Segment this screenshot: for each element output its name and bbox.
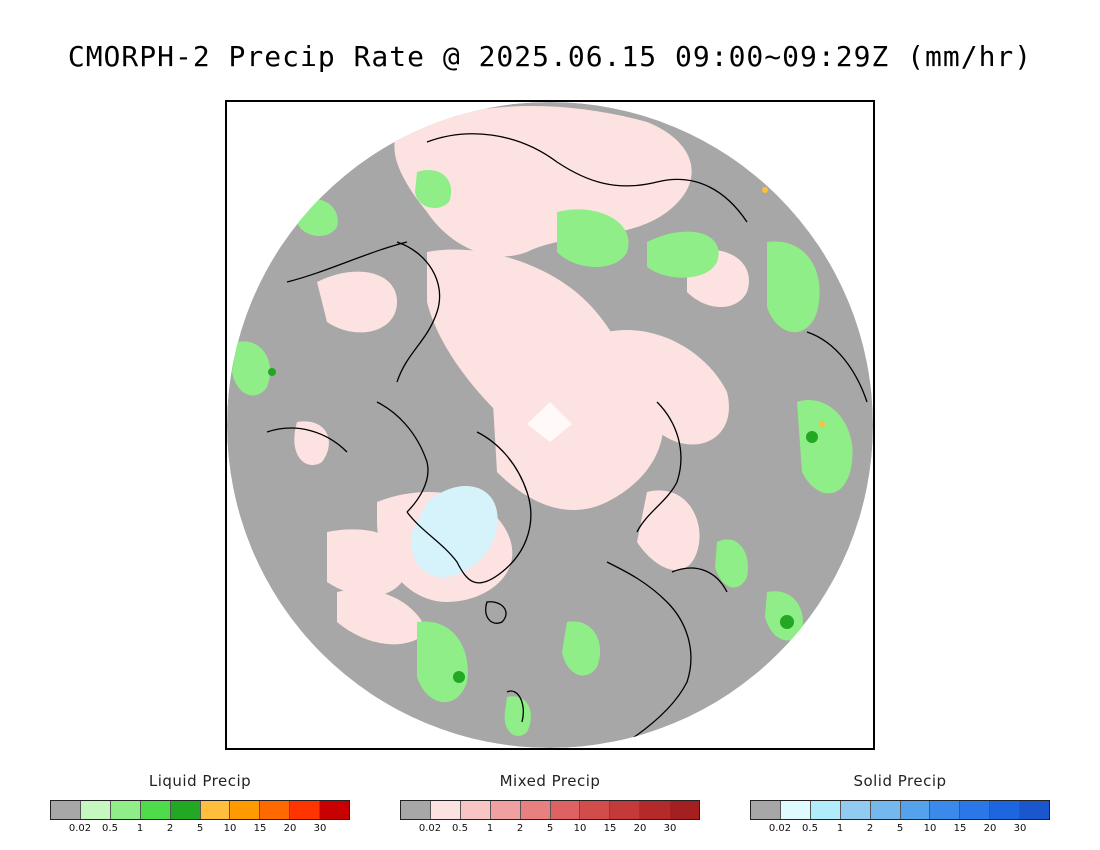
- legend-title: Liquid Precip: [148, 772, 252, 790]
- liquid-heavy-spots: [268, 368, 818, 683]
- legend-swatch: [110, 801, 141, 819]
- legend-tick-label: 0.02: [68, 823, 92, 834]
- legend-ticks: 0.02 0.5 1 2 5 10 15 20 30: [400, 823, 700, 837]
- liquid-precip-regions: [232, 170, 853, 736]
- legend-swatch: [520, 801, 551, 819]
- legend-tick-label: 5: [196, 823, 204, 834]
- legend-tick-label: 30: [313, 823, 327, 834]
- legend-swatch: [990, 801, 1021, 819]
- legend-tick-label: 5: [896, 823, 904, 834]
- legend-tick-label: 30: [663, 823, 677, 834]
- legend-tick-label: 15: [953, 823, 967, 834]
- chart-title: CMORPH-2 Precip Rate @ 2025.06.15 09:00~…: [67, 40, 1033, 73]
- precip-map-canvas: [227, 102, 873, 748]
- legend-tick-label: 2: [516, 823, 524, 834]
- liquid-precip-legend: Liquid Precip 0.02 0.5 1 2 5 10 15 20 30: [50, 772, 350, 842]
- legend-swatch: [320, 801, 350, 819]
- legend-swatch: [810, 801, 841, 819]
- legend-swatch: [930, 801, 961, 819]
- legend-tick-label: 10: [923, 823, 937, 834]
- legend-tick-label: 15: [603, 823, 617, 834]
- legend-swatch: [870, 801, 901, 819]
- legend-swatch: [200, 801, 231, 819]
- legend-swatch: [460, 801, 491, 819]
- legend-swatch: [490, 801, 521, 819]
- legend-swatch: [430, 801, 461, 819]
- legend-tick-label: 0.5: [802, 823, 818, 834]
- legend-swatch: [230, 801, 261, 819]
- legend-tick-label: 5: [546, 823, 554, 834]
- legend-tick-label: 20: [633, 823, 647, 834]
- legend-swatch: [960, 801, 991, 819]
- legend-color-bar: [50, 800, 350, 820]
- legend-tick-label: 10: [573, 823, 587, 834]
- polar-map: [225, 100, 875, 750]
- legend-swatch: [260, 801, 291, 819]
- legend-tick-label: 0.02: [768, 823, 792, 834]
- legend-swatch: [840, 801, 871, 819]
- legend-tick-label: 0.5: [102, 823, 118, 834]
- legend-swatch: [1020, 801, 1050, 819]
- legend-swatch: [80, 801, 111, 819]
- legend-tick-label: 0.5: [452, 823, 468, 834]
- legend-color-bar: [400, 800, 700, 820]
- legend-tick-label: 20: [283, 823, 297, 834]
- north-pole-no-data: [527, 402, 572, 442]
- legend-swatch: [670, 801, 700, 819]
- legend-ticks: 0.02 0.5 1 2 5 10 15 20 30: [50, 823, 350, 837]
- legend-swatch: [51, 801, 81, 819]
- mixed-precip-regions: [294, 105, 749, 645]
- legend-tick-label: 0.02: [418, 823, 442, 834]
- legend-title: Solid Precip: [853, 772, 947, 790]
- legend-tick-label: 2: [166, 823, 174, 834]
- legend-swatch: [610, 801, 641, 819]
- legend-swatch: [290, 801, 321, 819]
- legend-tick-label: 1: [136, 823, 144, 834]
- legend-swatch: [900, 801, 931, 819]
- legend-tick-label: 30: [1013, 823, 1027, 834]
- legend-swatch: [170, 801, 201, 819]
- legend-ticks: 0.02 0.5 1 2 5 10 15 20 30: [750, 823, 1050, 837]
- legend-swatch: [140, 801, 171, 819]
- legend-tick-label: 20: [983, 823, 997, 834]
- legend-swatch: [751, 801, 781, 819]
- legend-color-bar: [750, 800, 1050, 820]
- legend-tick-label: 10: [223, 823, 237, 834]
- legend-swatch: [640, 801, 671, 819]
- mixed-precip-legend: Mixed Precip 0.02 0.5 1 2 5 10 15 20 30: [400, 772, 700, 842]
- legend-tick-label: 15: [253, 823, 267, 834]
- solid-precip-legend: Solid Precip 0.02 0.5 1 2 5 10 15 20 30: [750, 772, 1050, 842]
- solid-precip-region: [411, 485, 498, 578]
- legend-swatch: [780, 801, 811, 819]
- legend-tick-label: 1: [486, 823, 494, 834]
- legend-tick-label: 2: [866, 823, 874, 834]
- liquid-moderate-spots: [762, 187, 825, 427]
- legend-swatch: [580, 801, 611, 819]
- legend-swatch: [550, 801, 581, 819]
- legend-swatch: [401, 801, 431, 819]
- legend-title: Mixed Precip: [499, 772, 601, 790]
- legend-tick-label: 1: [836, 823, 844, 834]
